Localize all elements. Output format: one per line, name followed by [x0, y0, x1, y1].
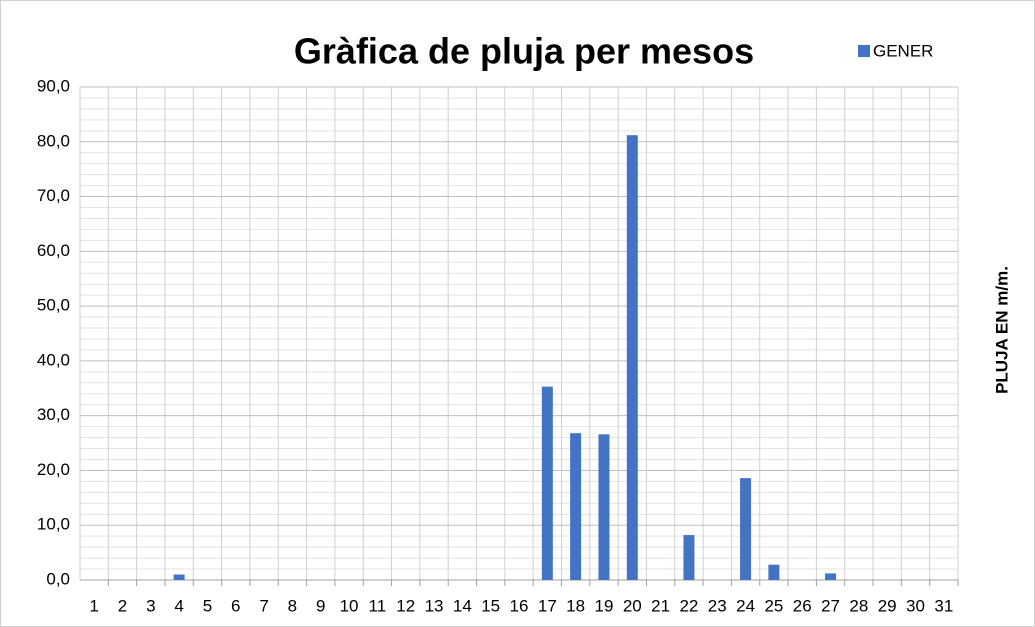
chart-title: Gràfica de pluja per mesos — [294, 31, 754, 72]
x-tick-label: 20 — [623, 596, 642, 615]
bar — [768, 564, 780, 580]
y-tick-label: 20,0 — [37, 460, 70, 479]
bar — [683, 535, 695, 580]
bar — [825, 573, 837, 580]
bar — [541, 386, 553, 580]
legend-swatch — [858, 45, 870, 57]
x-tick-label: 17 — [538, 596, 557, 615]
y-tick-label: 0,0 — [46, 569, 70, 588]
x-tick-label: 23 — [708, 596, 727, 615]
x-tick-label: 12 — [396, 596, 415, 615]
y-tick-label: 10,0 — [37, 515, 70, 534]
x-tick-label: 29 — [878, 596, 897, 615]
y-tick-label: 40,0 — [37, 350, 70, 369]
y-tick-label: 80,0 — [37, 131, 70, 150]
x-tick-label: 31 — [934, 596, 953, 615]
y-tick-label: 90,0 — [37, 76, 70, 95]
x-tick-label: 3 — [146, 596, 155, 615]
x-tick-label: 26 — [793, 596, 812, 615]
x-tick-label: 13 — [425, 596, 444, 615]
x-tick-label: 22 — [679, 596, 698, 615]
y-tick-label: 50,0 — [37, 296, 70, 315]
bar — [740, 478, 752, 580]
y-tick-label: 70,0 — [37, 186, 70, 205]
x-tick-label: 24 — [736, 596, 755, 615]
x-tick-label: 8 — [288, 596, 297, 615]
bar — [626, 135, 638, 580]
bar — [570, 433, 582, 580]
x-tick-label: 2 — [118, 596, 127, 615]
x-tick-label: 21 — [651, 596, 670, 615]
y-axis-label: PLUJA EN m/m. — [992, 266, 1011, 394]
bar — [598, 434, 610, 580]
x-tick-label: 28 — [849, 596, 868, 615]
x-tick-label: 4 — [174, 596, 183, 615]
x-tick-label: 6 — [231, 596, 240, 615]
x-tick-label: 30 — [906, 596, 925, 615]
x-tick-label: 10 — [340, 596, 359, 615]
legend-label: GENER — [873, 41, 933, 60]
x-tick-label: 9 — [316, 596, 325, 615]
x-tick-label: 25 — [764, 596, 783, 615]
y-tick-label: 60,0 — [37, 241, 70, 260]
x-tick-label: 15 — [481, 596, 500, 615]
x-tick-label: 16 — [510, 596, 529, 615]
x-tick-label: 18 — [566, 596, 585, 615]
x-tick-label: 11 — [369, 596, 387, 615]
x-tick-label: 7 — [259, 596, 268, 615]
x-tick-label: 14 — [453, 596, 472, 615]
x-tick-label: 5 — [203, 596, 212, 615]
x-tick-label: 19 — [595, 596, 614, 615]
x-tick-label: 27 — [821, 596, 840, 615]
x-tick-label: 1 — [89, 596, 98, 615]
y-tick-label: 30,0 — [37, 405, 70, 424]
bar — [173, 574, 185, 580]
